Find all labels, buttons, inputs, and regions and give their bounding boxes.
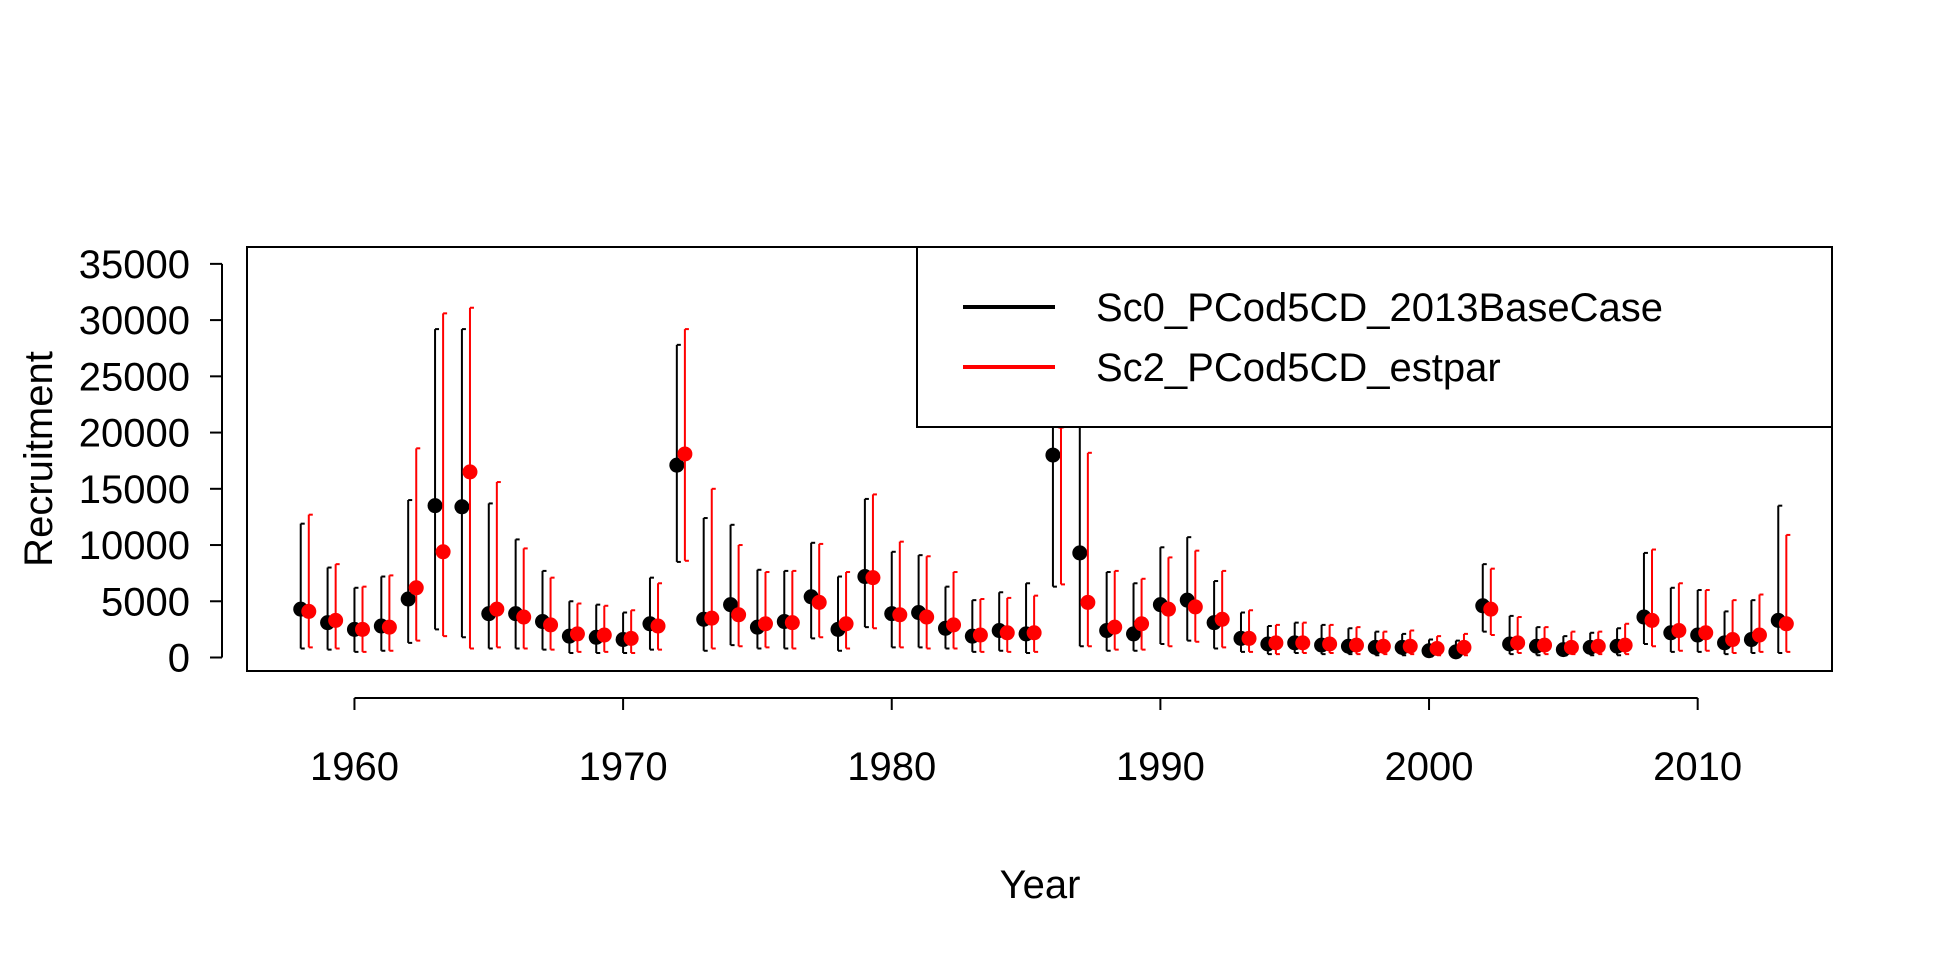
x-tick-label: 2010 [1653, 745, 1742, 789]
data-point [1160, 601, 1176, 617]
data-point [919, 609, 935, 625]
data-point [1429, 641, 1445, 657]
data-point [838, 616, 854, 632]
data-point [677, 446, 693, 462]
data-point [1107, 619, 1123, 635]
data-point [435, 544, 451, 560]
data-point [1590, 638, 1606, 654]
data-point [650, 618, 666, 634]
data-point [596, 627, 612, 643]
data-point [1375, 638, 1391, 654]
data-point [784, 615, 800, 631]
data-point [355, 621, 371, 637]
series-2 [301, 306, 1794, 657]
x-tick-label: 1970 [579, 745, 668, 789]
series-layer [293, 306, 1794, 660]
data-point [462, 464, 478, 480]
data-point [1617, 637, 1633, 653]
x-axis-title: Year [1000, 863, 1081, 907]
data-point [865, 570, 881, 586]
data-point [1563, 639, 1579, 655]
data-point [1778, 616, 1794, 632]
data-point [1483, 601, 1499, 617]
data-point [1241, 630, 1257, 646]
data-point [1671, 623, 1687, 639]
data-point [408, 580, 424, 596]
data-point [811, 594, 827, 610]
data-point [999, 625, 1015, 641]
y-tick-label: 30000 [79, 299, 190, 343]
data-point [543, 617, 559, 633]
data-point [704, 610, 720, 626]
data-point [1644, 612, 1660, 628]
data-point [328, 612, 344, 628]
data-point [1214, 611, 1230, 627]
x-tick-label: 1990 [1116, 745, 1205, 789]
data-point [301, 603, 317, 619]
data-point [892, 607, 908, 623]
data-point [1268, 635, 1284, 651]
legend-box [916, 246, 1833, 428]
legend-label: Sc2_PCod5CD_estpar [1096, 346, 1501, 390]
data-point [1349, 637, 1364, 653]
y-tick-label: 35000 [79, 243, 190, 287]
y-axis-title: Recruitment [17, 351, 61, 567]
data-point [516, 609, 532, 625]
data-point [1072, 545, 1088, 561]
y-tick-label: 25000 [79, 355, 190, 399]
data-point [1537, 637, 1553, 653]
y-tick-label: 20000 [79, 412, 190, 456]
y-axis: 0 5000 10000 15000 20000 25000 30000 35000 [79, 243, 223, 681]
data-point [381, 619, 397, 635]
data-point [489, 601, 505, 617]
data-point [723, 597, 739, 613]
y-tick-label: 5000 [101, 580, 190, 624]
data-point [1187, 599, 1203, 615]
x-tick-label: 1980 [847, 745, 936, 789]
data-point [427, 498, 443, 514]
data-point [1402, 638, 1418, 654]
data-point [400, 591, 416, 607]
x-tick-label: 1960 [310, 745, 399, 789]
data-point [1456, 639, 1472, 655]
y-tick-label: 15000 [79, 468, 190, 512]
data-point [669, 457, 685, 473]
data-point [1026, 625, 1042, 641]
x-axis: 1960 1970 1980 1990 2000 2010 [310, 697, 1742, 789]
data-point [946, 617, 962, 633]
data-point [1134, 616, 1150, 632]
data-point [1322, 636, 1338, 652]
data-point [731, 607, 747, 623]
data-point [1080, 594, 1096, 610]
clipped-series [293, 306, 1794, 660]
data-point [1045, 447, 1061, 463]
data-point [1510, 635, 1526, 651]
data-point [454, 499, 470, 515]
data-point [1126, 626, 1142, 642]
data-point [1751, 627, 1767, 643]
data-point [972, 627, 988, 643]
y-tick-label: 0 [168, 637, 190, 681]
data-point [623, 630, 639, 646]
data-point [1725, 632, 1741, 648]
legend-label: Sc0_PCod5CD_2013BaseCase [1096, 286, 1663, 330]
data-point [1698, 625, 1714, 641]
data-point [1295, 635, 1311, 651]
legend: Sc0_PCod5CD_2013BaseCase Sc2_PCod5CD_estp… [916, 246, 1833, 428]
y-tick-label: 10000 [79, 524, 190, 568]
data-point [569, 626, 585, 642]
data-point [757, 616, 773, 632]
x-tick-label: 2000 [1385, 745, 1474, 789]
